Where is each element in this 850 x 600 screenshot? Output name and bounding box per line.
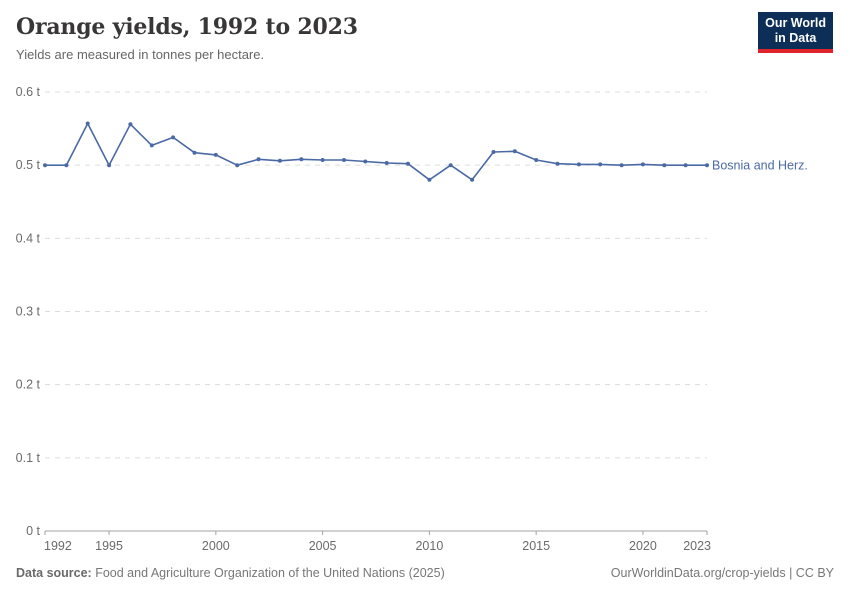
data-point-2017[interactable] xyxy=(576,162,581,167)
data-point-2008[interactable] xyxy=(384,161,389,165)
data-point-1994[interactable] xyxy=(85,121,90,126)
data-point-2007[interactable] xyxy=(363,159,368,164)
data-point-2012[interactable] xyxy=(470,177,475,182)
y-axis-label: 0.4 t xyxy=(16,231,41,245)
y-axis-label: 0.6 t xyxy=(16,85,41,99)
data-point-2005[interactable] xyxy=(320,158,325,162)
y-axis-label: 0 t xyxy=(26,524,40,538)
data-point-1998[interactable] xyxy=(171,135,176,140)
x-axis-label: 2020 xyxy=(629,539,657,553)
data-point-2001[interactable] xyxy=(235,163,240,168)
y-axis-label: 0.5 t xyxy=(16,158,41,172)
data-point-2010[interactable] xyxy=(427,177,432,182)
chart-header: Orange yields, 1992 to 2023 Yields are m… xyxy=(16,12,834,62)
data-point-2018[interactable] xyxy=(598,162,603,167)
data-point-2023[interactable] xyxy=(705,163,709,168)
chart-footer: Data source: Food and Agriculture Organi… xyxy=(16,566,834,580)
y-axis-label: 0.1 t xyxy=(16,451,41,465)
x-axis-label: 2005 xyxy=(309,539,337,553)
x-axis-label: 2015 xyxy=(522,539,550,553)
data-point-2022[interactable] xyxy=(683,163,688,168)
logo-line-1: Our World xyxy=(765,16,826,30)
series-label[interactable]: Bosnia and Herz. xyxy=(712,159,808,173)
data-point-2015[interactable] xyxy=(534,158,539,162)
chart-subtitle: Yields are measured in tonnes per hectar… xyxy=(16,47,265,62)
data-point-1997[interactable] xyxy=(149,143,154,148)
chart-svg[interactable]: 0 t 0.1 t 0.2 t 0.3 t 0.4 t 0.5 t 0.6 t 1992 199… xyxy=(0,0,850,560)
data-point-2021[interactable] xyxy=(662,163,667,168)
y-axis-label: 0.2 t xyxy=(16,378,41,392)
data-point-2002[interactable] xyxy=(256,157,261,162)
data-point-2006[interactable] xyxy=(342,158,346,162)
data-point-2020[interactable] xyxy=(640,162,645,167)
owid-logo: Our World in Data xyxy=(758,12,833,53)
data-point-2000[interactable] xyxy=(213,152,218,157)
footer-link[interactable]: OurWorldinData.org/crop-yields | CC BY xyxy=(610,566,834,580)
y-axis-label: 0.3 t xyxy=(16,305,41,319)
data-source-label: Data source: xyxy=(16,566,92,580)
series-line[interactable] xyxy=(44,122,708,181)
data-point-2013[interactable] xyxy=(491,150,496,154)
data-point-1996[interactable] xyxy=(128,122,133,127)
data-point-2003[interactable] xyxy=(277,158,282,163)
data-point-1995[interactable] xyxy=(107,163,112,168)
data-point-2019[interactable] xyxy=(619,163,624,168)
x-axis-label: 1995 xyxy=(95,539,123,553)
logo-line-2: in Data xyxy=(774,31,817,45)
x-axis-label: 2000 xyxy=(202,539,230,553)
data-point-1993[interactable] xyxy=(64,163,69,168)
x-axis-label: 2010 xyxy=(415,539,443,553)
data-point-2011[interactable] xyxy=(448,163,453,168)
data-point-2004[interactable] xyxy=(299,157,304,162)
x-axis-label: 2023 xyxy=(683,539,711,553)
data-point-1992[interactable] xyxy=(43,163,47,168)
data-source-text: Food and Agriculture Organization of the… xyxy=(95,566,445,580)
data-point-1999[interactable] xyxy=(192,150,197,155)
x-axis-label: 1992 xyxy=(44,539,72,553)
data-point-2016[interactable] xyxy=(555,161,560,166)
chart-title: Orange yields, 1992 to 2023 xyxy=(16,14,358,40)
data-source: Data source: Food and Agriculture Organi… xyxy=(16,566,445,580)
data-point-2014[interactable] xyxy=(512,149,517,154)
data-point-2009[interactable] xyxy=(406,161,410,166)
